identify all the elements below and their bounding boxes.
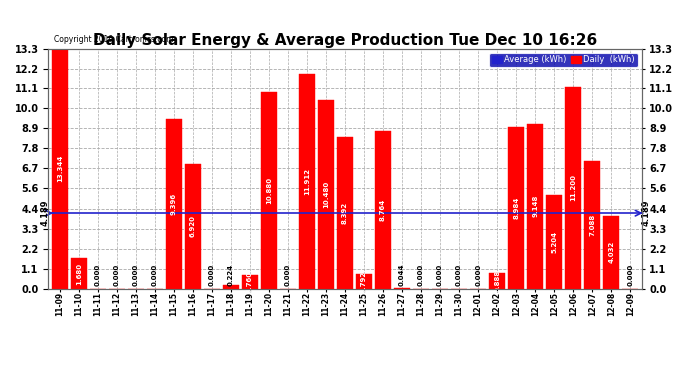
Text: 7.088: 7.088 (589, 214, 595, 236)
Text: 0.044: 0.044 (399, 264, 405, 286)
Text: 8.764: 8.764 (380, 198, 386, 221)
Text: 0.000: 0.000 (152, 264, 158, 286)
Text: 0.760: 0.760 (247, 271, 253, 293)
Text: 8.984: 8.984 (513, 196, 519, 219)
Text: 0.000: 0.000 (627, 264, 633, 286)
Bar (185, 164, 201, 289)
Text: 6.920: 6.920 (190, 215, 196, 237)
Bar (584, 161, 600, 289)
Bar (70, 258, 87, 289)
Bar (166, 119, 182, 289)
Bar (527, 124, 543, 289)
Text: 0.000: 0.000 (209, 264, 215, 286)
Text: 11.912: 11.912 (304, 168, 310, 195)
Text: 4.032: 4.032 (609, 241, 614, 264)
Bar (489, 273, 505, 289)
Bar (299, 74, 315, 289)
Text: 11.200: 11.200 (570, 174, 576, 201)
Text: 0.224: 0.224 (228, 264, 234, 286)
Text: 13.344: 13.344 (57, 154, 63, 182)
Bar (356, 274, 372, 289)
Bar (241, 275, 258, 289)
Text: 0.000: 0.000 (456, 264, 462, 286)
Text: 0.000: 0.000 (418, 264, 424, 286)
Bar (261, 92, 277, 289)
Bar (223, 285, 239, 289)
Bar (375, 130, 391, 289)
Bar (52, 48, 68, 289)
Text: 5.204: 5.204 (551, 231, 558, 253)
Bar (318, 100, 334, 289)
Text: 0.000: 0.000 (285, 264, 291, 286)
Title: Daily Solar Energy & Average Production Tue Dec 10 16:26: Daily Solar Energy & Average Production … (93, 33, 597, 48)
Bar (508, 127, 524, 289)
Text: 9.148: 9.148 (532, 195, 538, 217)
Text: 0.000: 0.000 (114, 264, 120, 286)
Text: Copyright 2019 Cartronics.com: Copyright 2019 Cartronics.com (55, 35, 174, 44)
Text: 0.888: 0.888 (494, 270, 500, 292)
Text: 0.000: 0.000 (475, 264, 481, 286)
Bar (546, 195, 562, 289)
Text: 0.000: 0.000 (437, 264, 443, 286)
Bar (394, 288, 410, 289)
Bar (337, 137, 353, 289)
Text: 0.792: 0.792 (361, 270, 367, 292)
Text: 4.189: 4.189 (642, 200, 651, 226)
Text: 8.392: 8.392 (342, 202, 348, 224)
Legend: Average (kWh), Daily  (kWh): Average (kWh), Daily (kWh) (489, 53, 638, 67)
Bar (603, 216, 620, 289)
Text: 0.000: 0.000 (132, 264, 139, 286)
Text: 10.880: 10.880 (266, 177, 272, 204)
Text: 0.000: 0.000 (95, 264, 101, 286)
Text: 1.680: 1.680 (76, 262, 81, 285)
Text: 10.480: 10.480 (323, 181, 329, 208)
Bar (565, 87, 581, 289)
Text: 4.189: 4.189 (40, 200, 49, 226)
Text: 9.396: 9.396 (171, 193, 177, 215)
